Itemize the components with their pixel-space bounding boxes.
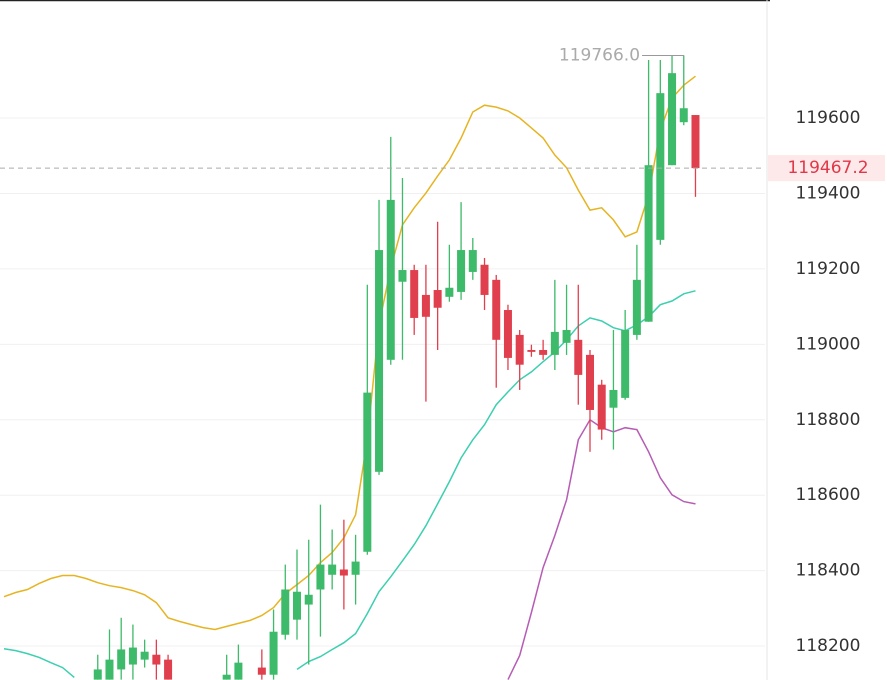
candle-body <box>398 270 407 282</box>
candle-body <box>269 631 278 675</box>
candle-body <box>93 669 102 680</box>
y-tick-label: 119400 <box>796 183 861 203</box>
y-tick-label: 118200 <box>796 636 861 656</box>
candle-body <box>457 250 466 292</box>
y-tick-label: 119600 <box>796 108 861 128</box>
y-tick-label: 118400 <box>796 561 861 581</box>
candle-body <box>164 659 173 680</box>
candle-body <box>539 349 548 355</box>
candle-body <box>468 250 477 272</box>
candle-body <box>363 392 372 552</box>
candle-body <box>433 290 442 308</box>
max-label: 119766.0 <box>559 45 640 65</box>
candle-body <box>304 594 313 605</box>
candle-body <box>105 659 114 680</box>
candle-body <box>328 564 337 575</box>
candle-body <box>421 294 430 317</box>
candle-body <box>386 199 395 360</box>
candle-body <box>480 264 489 295</box>
candle-body <box>586 354 594 410</box>
plot-area <box>3 55 700 680</box>
candle-body <box>527 349 536 352</box>
y-tick-label: 118600 <box>796 485 861 505</box>
band-line <box>3 75 696 631</box>
candle-body <box>410 270 419 318</box>
candle-body <box>316 564 325 590</box>
candle-body <box>222 674 231 680</box>
candle-body <box>128 647 137 665</box>
candle-body <box>679 108 688 123</box>
band-line <box>507 418 696 680</box>
candle-body <box>632 279 641 335</box>
candle-body <box>609 389 618 408</box>
candle-body <box>234 662 243 680</box>
candle-body <box>140 651 149 660</box>
candle-body <box>339 569 348 576</box>
candle-body <box>656 93 665 240</box>
candle-body <box>550 331 559 355</box>
y-tick-label: 118800 <box>796 410 861 430</box>
price-label-box <box>768 155 885 182</box>
y-tick-label: 119000 <box>796 334 861 354</box>
candle-body <box>281 589 290 635</box>
candle-body <box>691 115 700 169</box>
candle-body <box>515 334 524 365</box>
price-label: 119467.2 <box>787 158 868 178</box>
candle-body <box>562 330 571 343</box>
candle-body <box>152 654 161 665</box>
candle-body <box>257 667 266 675</box>
candle-body <box>351 561 360 575</box>
band-line <box>3 290 696 678</box>
candle-body <box>375 250 384 472</box>
candle-body <box>621 330 630 398</box>
candle-body <box>492 279 501 340</box>
candle-body <box>117 649 126 670</box>
candle-body <box>644 165 653 322</box>
candle-body <box>293 591 301 620</box>
candle-body <box>574 339 583 375</box>
candle-body <box>668 73 677 166</box>
candle-body <box>503 310 512 358</box>
y-tick-label: 119200 <box>796 259 861 279</box>
candle-body <box>597 384 606 430</box>
candle-body <box>445 287 454 297</box>
